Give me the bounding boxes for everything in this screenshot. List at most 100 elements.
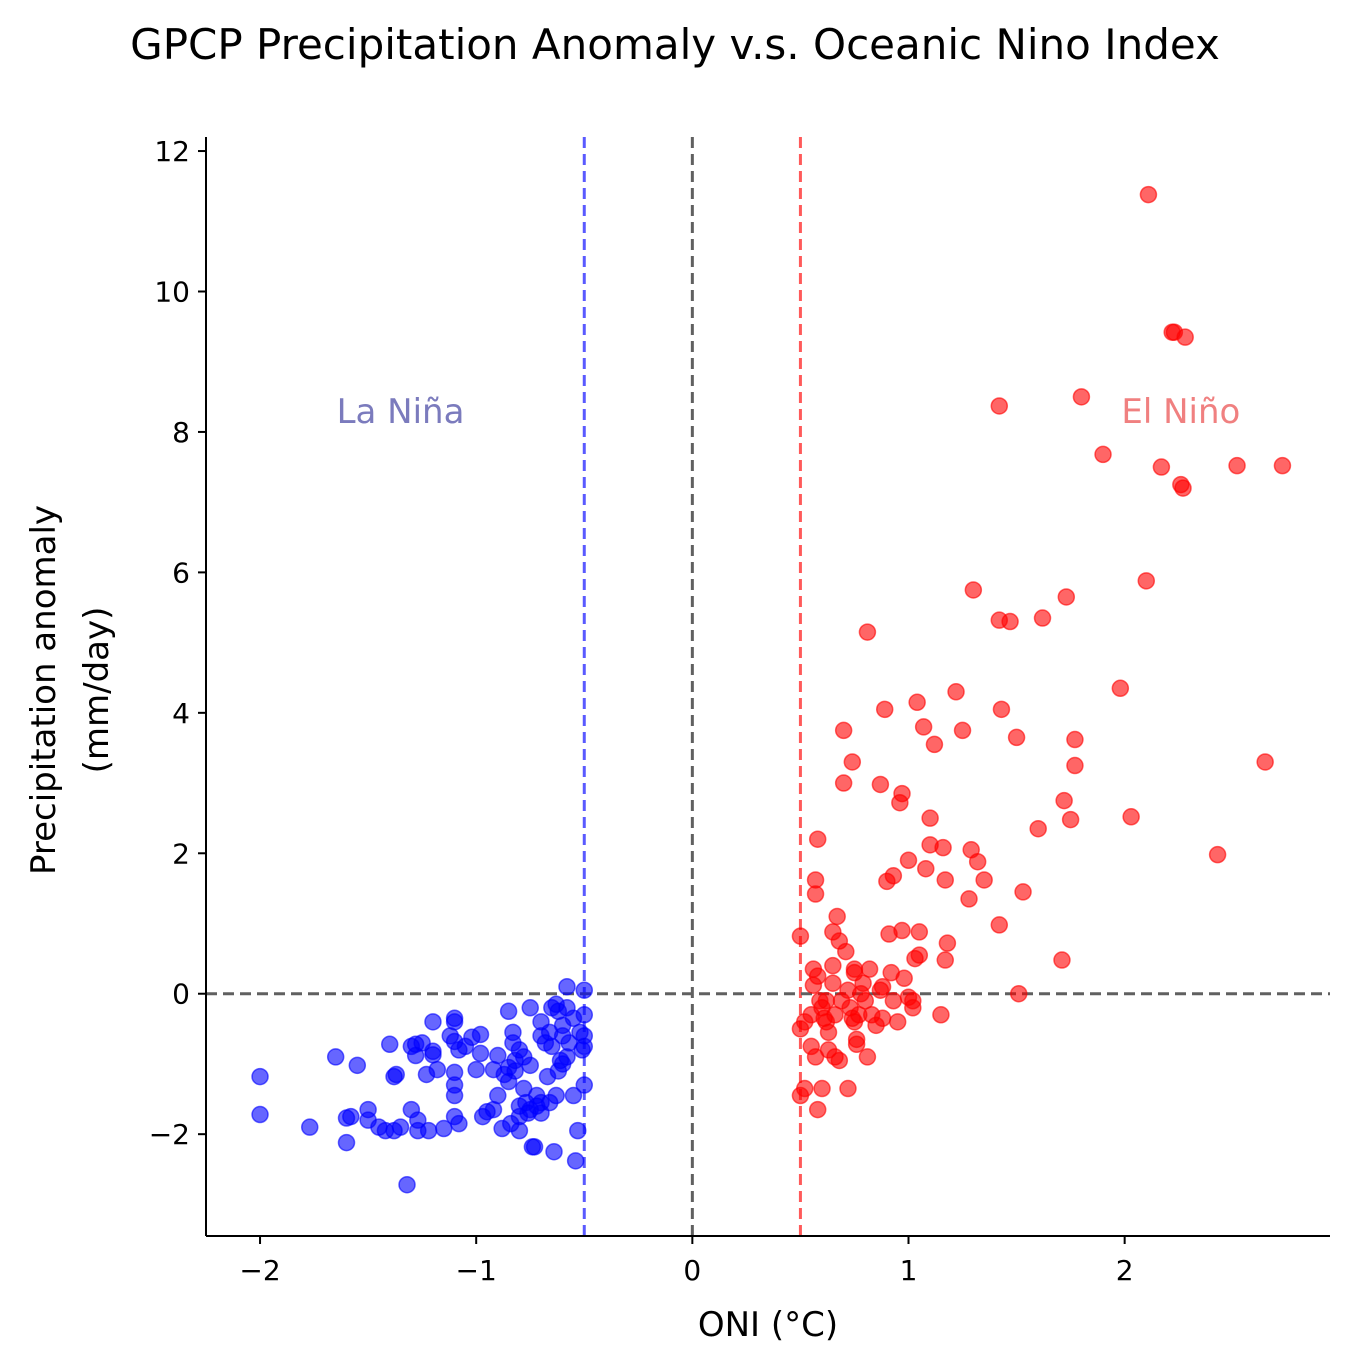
- data-point: [1066, 756, 1084, 775]
- y-tick-label: 8: [172, 416, 190, 449]
- data-point: [489, 1086, 507, 1105]
- y-tick-label: 12: [154, 135, 190, 168]
- chart-title: GPCP Precipitation Anomaly v.s. Oceanic …: [130, 20, 1220, 69]
- data-point: [884, 992, 903, 1010]
- data-point: [1072, 388, 1091, 406]
- data-point: [1137, 572, 1156, 590]
- y-tick-label: −2: [149, 1118, 190, 1151]
- data-point: [975, 871, 993, 889]
- data-point: [499, 1002, 518, 1021]
- x-tick-label: −1: [456, 1254, 497, 1287]
- data-point: [806, 885, 825, 903]
- data-point: [545, 1142, 563, 1161]
- data-point: [506, 1062, 524, 1080]
- data-point: [398, 1175, 416, 1194]
- data-point: [1055, 791, 1073, 810]
- y-axis-label-line1: Precipitation anomaly: [24, 505, 64, 875]
- data-point: [925, 735, 944, 754]
- data-point: [1139, 185, 1158, 204]
- data-point: [834, 774, 853, 792]
- data-point: [521, 1056, 539, 1075]
- x-axis-label: ONI (°C): [698, 1305, 838, 1345]
- data-point: [819, 1023, 838, 1042]
- data-point: [1007, 728, 1026, 747]
- x-ticks: −2 −1 0 1 2: [239, 1236, 1134, 1287]
- y-tick-label: 2: [172, 837, 190, 870]
- data-point: [1228, 456, 1246, 475]
- data-point: [1094, 445, 1112, 464]
- data-point: [893, 784, 911, 803]
- data-point: [471, 1044, 490, 1063]
- data-point: [921, 809, 939, 827]
- data-point: [1009, 984, 1028, 1003]
- data-point: [1053, 951, 1071, 969]
- data-point: [1273, 456, 1292, 475]
- data-point: [558, 977, 576, 996]
- data-points: [251, 185, 1292, 1194]
- data-point: [348, 1056, 367, 1075]
- data-point: [547, 1086, 565, 1105]
- data-point: [847, 1035, 866, 1054]
- region-annotations: La Niña El Niño: [337, 392, 1241, 432]
- data-point: [934, 838, 952, 857]
- data-point: [953, 721, 972, 740]
- data-point: [575, 1006, 594, 1024]
- data-point: [510, 1121, 529, 1140]
- data-point: [251, 1067, 269, 1086]
- data-point: [1208, 845, 1227, 864]
- data-point: [858, 1048, 877, 1066]
- data-point: [575, 981, 594, 999]
- data-point: [808, 830, 827, 848]
- data-point: [893, 921, 911, 940]
- data-point: [843, 753, 862, 771]
- data-point: [387, 1065, 405, 1084]
- data-point: [569, 1121, 587, 1140]
- data-point: [839, 1079, 857, 1098]
- data-point: [467, 1060, 485, 1079]
- data-point: [575, 1037, 594, 1056]
- data-point: [990, 916, 1009, 934]
- data-point: [936, 871, 954, 889]
- data-point: [936, 951, 954, 969]
- data-point: [445, 1013, 464, 1031]
- data-point: [888, 1013, 907, 1031]
- data-point: [899, 851, 918, 870]
- data-point: [795, 1079, 814, 1098]
- data-point: [904, 992, 922, 1010]
- data-point: [342, 1107, 360, 1126]
- data-point: [964, 581, 983, 599]
- data-point: [566, 1152, 585, 1170]
- data-point: [960, 890, 978, 908]
- data-point: [860, 960, 879, 978]
- data-point: [428, 1060, 447, 1079]
- data-point: [1122, 808, 1140, 826]
- data-point: [917, 859, 935, 878]
- data-point: [914, 718, 933, 736]
- data-point: [450, 1114, 468, 1133]
- data-point: [834, 721, 853, 740]
- data-point: [380, 1035, 399, 1054]
- data-point: [895, 969, 913, 988]
- data-point: [884, 867, 903, 885]
- data-point: [391, 1118, 410, 1136]
- data-point: [521, 999, 539, 1017]
- x-tick-label: 0: [683, 1254, 701, 1287]
- data-point: [992, 700, 1011, 719]
- data-point: [817, 992, 836, 1010]
- data-point: [938, 934, 957, 952]
- x-tick-label: −2: [239, 1254, 280, 1287]
- data-point: [251, 1105, 269, 1124]
- x-tick-label: 1: [900, 1254, 918, 1287]
- data-point: [830, 1051, 849, 1070]
- data-point: [908, 693, 926, 712]
- data-point: [873, 1009, 892, 1028]
- y-tick-label: 0: [172, 978, 190, 1011]
- data-point: [910, 946, 929, 964]
- data-point: [1033, 609, 1052, 627]
- data-point: [1176, 328, 1194, 346]
- data-point: [871, 775, 890, 794]
- y-ticks: −2 0 2 4 6 8 10 12: [149, 135, 206, 1151]
- data-point: [856, 992, 875, 1010]
- data-point: [1057, 588, 1076, 606]
